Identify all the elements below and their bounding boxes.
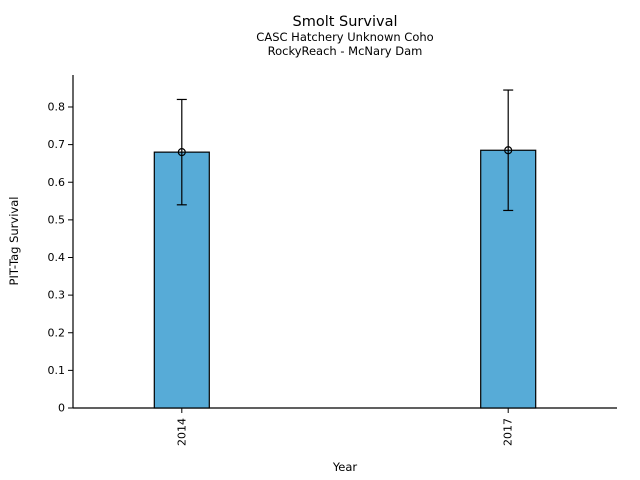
- y-tick-label: 0: [58, 402, 65, 415]
- y-tick-label: 0.6: [48, 176, 66, 189]
- y-tick-label: 0.1: [48, 364, 66, 377]
- y-axis-label: PIT-Tag Survival: [7, 197, 21, 286]
- point-marker-2014: [177, 148, 186, 157]
- y-tick-label: 0.2: [48, 326, 66, 339]
- point-marker-2017: [504, 146, 513, 155]
- plot-area: 0 0.1 0.2 0.3 0.4 0.5 0.6 0.7 0.8 2014 2017: [48, 75, 617, 446]
- x-axis-label: Year: [332, 460, 358, 474]
- chart-subtitle-2: RockyReach - McNary Dam: [268, 44, 423, 58]
- x-tick-label-2017: 2017: [502, 418, 515, 446]
- y-tick-label: 0.4: [48, 251, 66, 264]
- y-tick-label: 0.5: [48, 213, 66, 226]
- chart-title: Smolt Survival: [293, 14, 398, 30]
- y-tick-label: 0.3: [48, 289, 66, 302]
- y-tick-label: 0.7: [48, 138, 66, 151]
- chart-subtitle-1: CASC Hatchery Unknown Coho: [256, 30, 433, 44]
- x-tick-label-2014: 2014: [175, 418, 188, 446]
- y-tick-label: 0.8: [48, 101, 66, 114]
